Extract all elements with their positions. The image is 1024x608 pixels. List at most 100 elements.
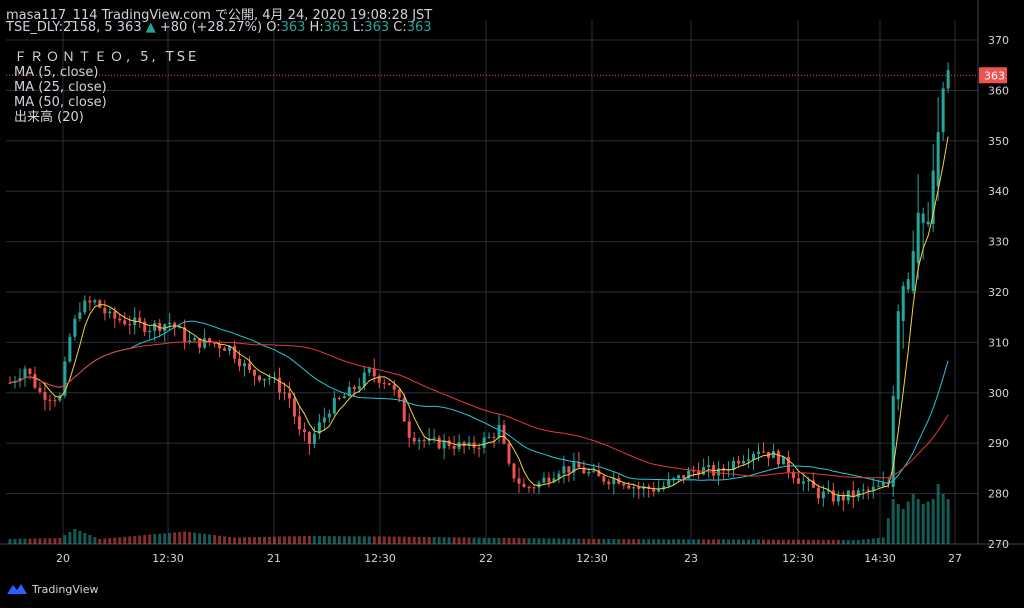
candle-body — [312, 433, 316, 444]
volume-bar — [23, 538, 27, 544]
volume-bar — [637, 539, 641, 544]
volume-bar — [702, 539, 706, 544]
candle-body — [697, 470, 701, 475]
volume-bar — [243, 537, 247, 544]
candle-body — [282, 392, 286, 394]
candle-body — [826, 490, 830, 492]
volume-bar — [502, 537, 506, 544]
candle-body — [223, 348, 227, 351]
candle-body — [687, 470, 691, 479]
candle-body — [901, 285, 905, 322]
volume-bar — [821, 539, 825, 544]
volume-bar — [612, 539, 616, 544]
volume-bar — [332, 536, 336, 544]
candle-body — [208, 338, 212, 343]
legend-ma5[interactable]: MA (5, close) — [14, 65, 99, 80]
candle-body — [562, 466, 566, 474]
volume-bar — [781, 539, 785, 544]
volume-bar — [287, 536, 291, 544]
volume-bar — [98, 539, 102, 544]
volume-bar — [13, 538, 17, 544]
candle-body — [33, 374, 37, 388]
y-axis-tick-label: 350 — [988, 135, 1009, 148]
candle-body — [856, 490, 860, 498]
volume-bar — [577, 538, 581, 544]
candle-body — [48, 399, 52, 401]
volume-bar — [886, 518, 890, 544]
high-label: H: — [309, 20, 324, 35]
volume-bar — [387, 536, 391, 544]
footer-brand[interactable]: TradingView — [32, 582, 99, 596]
volume-bar — [552, 538, 556, 544]
publish-info: masa117_114 TradingView.com で公開, 4月 24, … — [6, 8, 433, 23]
volume-bar — [732, 539, 736, 544]
volume-bar — [776, 539, 780, 544]
candle-body — [78, 312, 82, 319]
volume-bar — [8, 539, 12, 544]
volume-bar — [402, 536, 406, 544]
candle-body — [771, 451, 775, 458]
volume-bar — [28, 538, 32, 544]
volume-bar — [752, 539, 756, 544]
candle-body — [228, 345, 232, 351]
candle-body — [327, 413, 331, 418]
volume-bar — [532, 538, 536, 544]
y-axis-tick-label: 270 — [988, 538, 1009, 551]
candle-body — [43, 392, 47, 400]
volume-bar — [253, 537, 257, 544]
volume-bar — [437, 537, 441, 544]
candle-body — [23, 368, 27, 378]
volume-bar — [467, 537, 471, 544]
candle-body — [178, 327, 182, 329]
volume-bar — [642, 539, 646, 544]
candle-body — [582, 467, 586, 474]
candle-body — [238, 358, 242, 367]
volume-bar — [851, 539, 855, 544]
candle-body — [896, 311, 900, 400]
volume-bar — [198, 533, 202, 544]
candle-body — [532, 487, 536, 489]
candle-body — [577, 462, 581, 468]
candle-body — [881, 482, 885, 487]
candle-body — [287, 392, 291, 399]
candle-body — [727, 470, 731, 472]
volume-bar — [238, 537, 242, 544]
candle-body — [861, 489, 865, 491]
volume-bar — [861, 539, 865, 544]
candle-body — [168, 322, 172, 325]
candle-body — [612, 478, 616, 485]
candle-body — [342, 396, 346, 399]
volume-bar — [477, 537, 481, 544]
candle-body — [821, 491, 825, 499]
candle-body — [622, 483, 626, 486]
candle-body — [512, 463, 516, 479]
candle-body — [163, 324, 167, 331]
volume-bar — [911, 494, 915, 544]
y-axis-tick-label: 360 — [988, 84, 1009, 97]
volume-bar — [717, 539, 721, 544]
candle-body — [68, 336, 72, 362]
volume-bar — [143, 535, 147, 544]
candle-body — [467, 442, 471, 446]
volume-bar — [672, 539, 676, 544]
candle-body — [732, 460, 736, 471]
legend-title[interactable]: ＦＲＯＮＴＥＯ, 5, TSE — [14, 50, 200, 65]
candle-body — [542, 477, 546, 483]
volume-bar — [427, 537, 431, 544]
candle-body — [277, 377, 281, 393]
volume-bar — [38, 538, 42, 544]
candle-body — [8, 382, 12, 384]
volume-bar — [302, 536, 306, 544]
x-axis-tick-label: 21 — [267, 552, 281, 565]
volume-bar — [267, 536, 271, 544]
legend-volume[interactable]: 出来高 (20) — [14, 110, 84, 125]
volume-bar — [687, 539, 691, 544]
y-axis-tick-label: 340 — [988, 185, 1009, 198]
candle-body — [906, 279, 910, 290]
candle-body — [517, 478, 521, 484]
legend-ma25[interactable]: MA (25, close) — [14, 80, 107, 95]
candle-body — [477, 447, 481, 449]
legend-ma50[interactable]: MA (50, close) — [14, 95, 107, 110]
